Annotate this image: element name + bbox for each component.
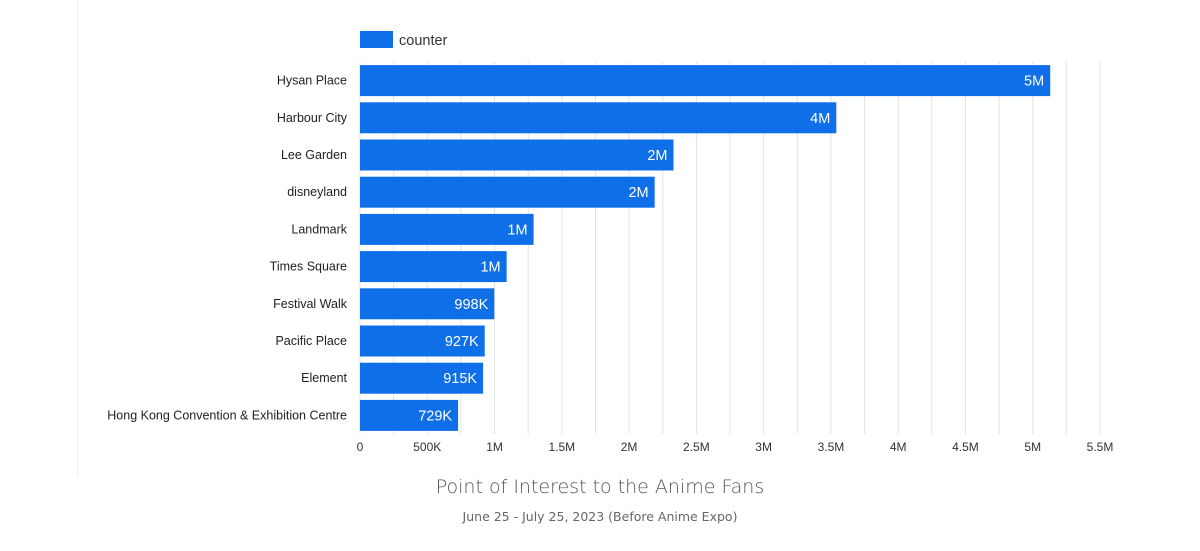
bar-value-label: 915K (443, 371, 477, 387)
bar[interactable] (360, 251, 507, 283)
bar-value-label: 998K (454, 297, 488, 313)
category-label: Festival Walk (273, 297, 348, 311)
x-axis-ticks: 0 500K 1M 1.5M 2M 2.5M 3M 3.5M 4M 4.5M 5M 5.5M (357, 440, 1114, 454)
category-label: disneyland (287, 185, 347, 199)
x-tick-label: 5.5M (1087, 440, 1114, 454)
category-label: Times Square (270, 260, 347, 274)
category-label: Lee Garden (281, 148, 347, 162)
legend-swatch (360, 31, 393, 48)
category-label: Pacific Place (275, 334, 347, 348)
bar-value-label: 927K (445, 334, 479, 350)
bar[interactable] (360, 65, 1051, 97)
x-tick-label: 1.5M (548, 440, 575, 454)
category-label: Landmark (291, 222, 347, 236)
chart-subtitle: June 25 - July 25, 2023 (Before Anime Ex… (462, 509, 738, 524)
bar-value-label: 5M (1024, 74, 1044, 90)
bar[interactable] (360, 102, 837, 134)
bar[interactable] (360, 362, 484, 394)
bar[interactable] (360, 176, 655, 208)
bar-value-label: 1M (480, 260, 500, 276)
x-tick-label: 1M (486, 440, 503, 454)
bar[interactable] (360, 139, 674, 171)
x-tick-label: 500K (413, 440, 441, 454)
bar-value-label: 2M (628, 185, 648, 201)
bar-value-label: 2M (647, 148, 667, 164)
bar[interactable] (360, 325, 485, 357)
x-tick-label: 3.5M (818, 440, 845, 454)
x-tick-label: 4M (890, 440, 907, 454)
chart-frame: counter 5M 4M 2M 2M 1M 1M 998K 927K 915K 729K Hys… (77, 0, 1128, 476)
bar[interactable] (360, 213, 534, 245)
category-label: Element (301, 371, 347, 385)
x-tick-label: 2M (621, 440, 638, 454)
bar-chart: counter 5M 4M 2M 2M 1M 1M 998K 927K 915K 729K Hys… (107, 31, 1114, 454)
legend-label: counter (399, 33, 448, 49)
x-tick-label: 0 (357, 440, 364, 454)
legend[interactable]: counter (360, 31, 448, 49)
category-label: Harbour City (277, 111, 348, 125)
bar-value-label: 1M (507, 222, 527, 238)
bars: 5M 4M 2M 2M 1M 1M 998K 927K 915K 729K (360, 65, 1051, 431)
x-tick-label: 3M (755, 440, 772, 454)
x-tick-label: 2.5M (683, 440, 710, 454)
bar[interactable] (360, 399, 459, 431)
bar-value-label: 4M (810, 111, 830, 127)
bar-value-label: 729K (418, 408, 452, 424)
x-tick-label: 5M (1024, 440, 1041, 454)
category-label: Hong Kong Convention & Exhibition Centre (107, 408, 347, 422)
x-tick-label: 4.5M (952, 440, 979, 454)
chart-title: Point of Interest to the Anime Fans (435, 476, 765, 498)
bar[interactable] (360, 288, 495, 320)
category-labels: Hysan Place Harbour City Lee Garden disneyl… (107, 74, 347, 423)
category-label: Hysan Place (277, 74, 347, 88)
